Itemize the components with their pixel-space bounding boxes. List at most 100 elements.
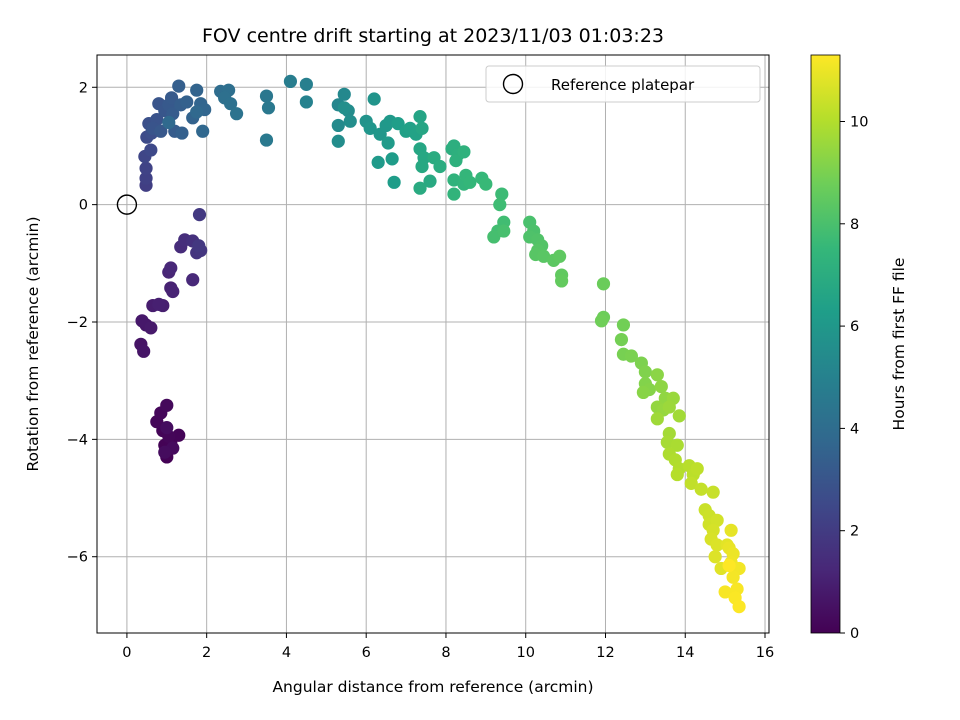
y-tick-label: 2	[79, 80, 88, 96]
data-point	[497, 224, 511, 238]
data-point	[463, 175, 477, 189]
data-point	[487, 230, 501, 244]
legend: Reference platepar	[485, 65, 761, 103]
data-point	[708, 550, 722, 564]
x-tick-label: 14	[676, 645, 694, 661]
data-point	[144, 321, 158, 335]
data-point	[413, 181, 427, 195]
x-tick-label: 10	[516, 645, 534, 661]
data-point	[283, 74, 298, 89]
data-point	[594, 314, 609, 328]
data-point	[164, 91, 179, 105]
x-tick-label: 8	[441, 645, 450, 661]
colorbar-ticks: 0 2 4 6 8 10	[840, 114, 868, 642]
data-point	[447, 187, 461, 201]
colorbar: 0 2 4 6 8 10 Hours from first FF file	[810, 54, 908, 642]
x-tick-label: 4	[282, 645, 291, 661]
data-point	[135, 314, 149, 328]
data-point	[495, 187, 509, 201]
data-point	[449, 154, 463, 168]
data-point	[654, 379, 668, 394]
grid-lines	[97, 55, 769, 633]
data-point	[299, 77, 313, 91]
y-tick-label: −6	[67, 550, 88, 566]
y-axis-label: Rotation from reference (arcmin)	[24, 216, 42, 471]
data-point	[726, 570, 740, 584]
data-point	[616, 318, 631, 332]
data-point	[154, 124, 168, 138]
reference-marker	[116, 194, 138, 215]
data-point	[413, 110, 427, 124]
y-axis-ticks: −6 −4 −2 0 2	[67, 80, 97, 566]
data-point	[706, 485, 720, 499]
data-point	[614, 332, 629, 347]
data-point	[371, 155, 385, 169]
x-axis-ticks: 0 2 4 6 8 10 12 14 16	[122, 633, 774, 661]
data-point	[415, 121, 429, 135]
x-tick-label: 6	[362, 645, 371, 661]
data-point	[660, 435, 674, 449]
y-tick-label: 0	[79, 198, 88, 214]
data-point	[139, 171, 153, 185]
y-tick-label: −4	[67, 432, 88, 448]
data-point	[433, 159, 447, 174]
colorbar-label: Hours from first FF file	[890, 258, 908, 431]
x-tick-label: 16	[756, 645, 774, 661]
data-point	[261, 101, 276, 115]
data-point	[493, 198, 507, 212]
x-tick-label: 2	[202, 645, 211, 661]
data-point	[670, 467, 684, 482]
colorbar-tick-label: 2	[850, 524, 859, 540]
data-point	[363, 121, 377, 135]
data-point	[180, 95, 194, 109]
data-point	[672, 409, 686, 423]
data-point	[152, 297, 166, 311]
x-tick-label: 12	[596, 645, 614, 661]
data-point	[387, 175, 401, 189]
data-point	[367, 92, 381, 106]
data-point	[331, 118, 345, 133]
plot-frame	[96, 54, 770, 634]
data-point	[192, 208, 207, 222]
data-point	[670, 438, 684, 452]
data-point	[337, 101, 351, 115]
data-point	[190, 105, 204, 119]
colorbar-tick-label: 8	[850, 217, 859, 233]
data-point	[164, 261, 178, 275]
data-point	[192, 239, 206, 253]
data-point	[636, 385, 650, 400]
y-tick-label: −2	[67, 315, 88, 331]
chart-title: FOV centre drift starting at 2023/11/03 …	[202, 25, 664, 47]
data-point	[690, 462, 704, 476]
data-point	[710, 538, 724, 552]
data-point	[190, 83, 204, 97]
data-point	[381, 136, 395, 150]
data-point	[172, 428, 186, 442]
data-point	[624, 349, 639, 363]
data-point	[415, 159, 429, 174]
colorbar-tick-label: 6	[850, 319, 859, 335]
data-point	[423, 174, 437, 188]
legend-box	[485, 65, 761, 103]
data-point	[299, 95, 313, 109]
data-point	[596, 277, 611, 291]
colorbar-tick-label: 4	[850, 421, 859, 437]
data-point	[694, 482, 708, 496]
data-point	[160, 421, 174, 435]
data-point	[139, 161, 153, 175]
data-point	[144, 143, 158, 157]
data-point	[479, 177, 493, 191]
data-point	[732, 599, 746, 614]
data-point	[224, 97, 238, 111]
legend-reference-label: Reference platepar	[551, 76, 695, 94]
data-point	[137, 344, 151, 358]
data-point	[684, 476, 698, 490]
data-point	[555, 274, 569, 288]
reference-marker-layer	[116, 194, 138, 215]
data-point	[343, 114, 357, 128]
data-point	[718, 585, 732, 599]
x-axis-label: Angular distance from reference (arcmin)	[272, 678, 593, 696]
data-point	[259, 133, 274, 147]
data-point	[196, 124, 210, 138]
